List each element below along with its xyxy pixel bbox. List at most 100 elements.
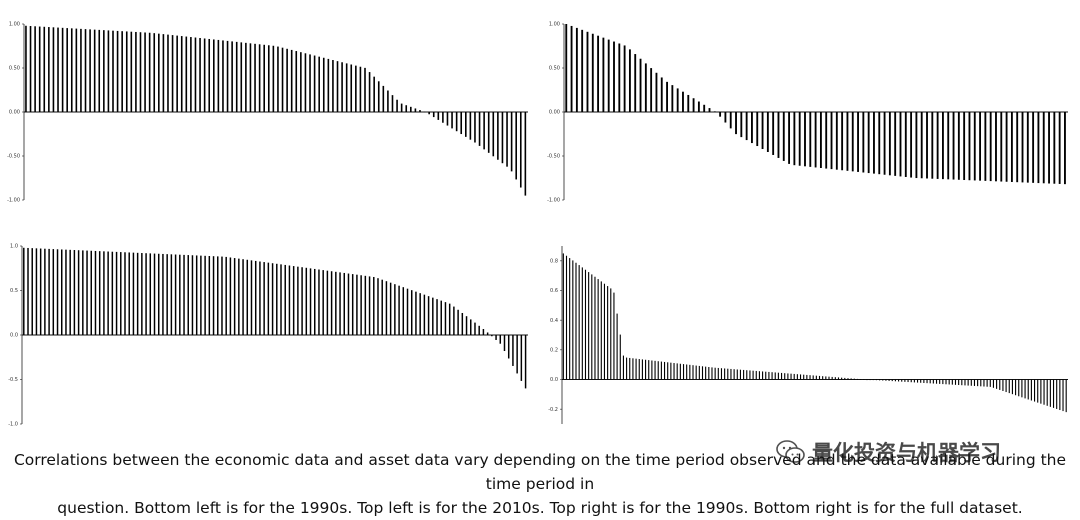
bar xyxy=(277,46,279,113)
bar xyxy=(217,256,219,335)
bar xyxy=(318,269,320,335)
bar xyxy=(286,48,288,112)
bar xyxy=(158,33,160,112)
bar xyxy=(818,375,821,380)
bar xyxy=(565,255,568,380)
bar xyxy=(107,30,110,112)
bar xyxy=(951,379,953,385)
bar xyxy=(936,112,939,179)
bar xyxy=(992,379,994,388)
bar xyxy=(926,379,928,384)
bar xyxy=(591,274,593,380)
bar xyxy=(43,26,46,112)
bar xyxy=(970,379,972,386)
bar xyxy=(758,371,760,380)
bar xyxy=(616,313,618,380)
bar xyxy=(755,370,757,380)
bar xyxy=(644,63,647,112)
bar xyxy=(670,362,672,380)
bar xyxy=(309,54,311,112)
bar xyxy=(603,283,606,380)
bar xyxy=(613,41,615,112)
bar xyxy=(56,249,59,335)
bar xyxy=(135,31,137,112)
bar xyxy=(999,379,1001,390)
bar xyxy=(217,39,220,112)
chart-svg-bottom-left: 1.0 0.5 0.0 -0.5 -1.0 xyxy=(8,244,528,428)
bar xyxy=(148,32,151,112)
bar xyxy=(204,255,206,335)
bar xyxy=(457,309,459,335)
bar xyxy=(967,379,969,386)
bar xyxy=(258,44,261,112)
bar xyxy=(736,369,738,380)
bar xyxy=(167,34,169,113)
bar xyxy=(124,252,126,335)
bar xyxy=(415,291,417,335)
bar xyxy=(765,371,767,380)
bar xyxy=(368,276,371,335)
bar xyxy=(739,369,741,380)
bar xyxy=(916,379,919,383)
bar xyxy=(259,261,261,335)
bar xyxy=(860,379,862,380)
bar xyxy=(281,47,284,112)
bar xyxy=(915,112,918,179)
bar xyxy=(1046,379,1048,406)
bar xyxy=(964,379,966,386)
bar xyxy=(761,112,764,150)
bar xyxy=(562,253,564,380)
bar xyxy=(339,272,341,335)
bar xyxy=(856,378,859,380)
bar xyxy=(772,112,775,155)
bar xyxy=(979,112,981,181)
bar xyxy=(847,378,849,380)
bar xyxy=(834,377,836,380)
bar xyxy=(777,112,780,158)
bar xyxy=(440,300,442,335)
chart-bottom-right: 0.8 0.6 0.4 0.2 0.0 -0.2 xyxy=(540,228,1080,446)
bar xyxy=(233,258,236,335)
bar xyxy=(356,274,358,335)
bar xyxy=(618,43,621,112)
bar xyxy=(77,250,80,335)
bar xyxy=(584,269,587,380)
bar xyxy=(954,379,957,385)
bar xyxy=(377,81,380,112)
bar xyxy=(708,367,710,380)
bar xyxy=(984,112,987,181)
bar xyxy=(901,379,903,382)
bar xyxy=(831,376,833,380)
bar xyxy=(235,41,238,112)
bar xyxy=(410,290,413,335)
bar xyxy=(111,251,114,335)
bar xyxy=(1042,112,1045,184)
bar xyxy=(280,264,282,335)
bar xyxy=(619,334,621,380)
bar xyxy=(112,30,114,113)
y-tick-label: 1.0 xyxy=(10,244,18,250)
bar xyxy=(806,374,808,380)
bar xyxy=(828,376,830,380)
bar xyxy=(1008,379,1010,394)
bar xyxy=(565,24,568,112)
bar xyxy=(432,297,434,335)
bar xyxy=(958,379,960,386)
bar xyxy=(246,259,249,335)
bar xyxy=(221,256,223,335)
bar xyxy=(360,275,362,335)
bar xyxy=(782,112,785,161)
bar xyxy=(698,365,700,380)
bar xyxy=(115,251,118,335)
bar xyxy=(910,112,913,178)
bar xyxy=(968,112,971,181)
bar xyxy=(679,363,681,380)
bar xyxy=(692,365,694,380)
bar xyxy=(809,375,811,380)
bar xyxy=(872,379,874,381)
chart-svg-top-left: 1.00 0.50 0.00 -0.50 -1.00 xyxy=(7,22,528,204)
bar xyxy=(641,359,643,380)
bar xyxy=(942,379,944,385)
bar xyxy=(711,367,713,380)
bar xyxy=(144,32,146,113)
